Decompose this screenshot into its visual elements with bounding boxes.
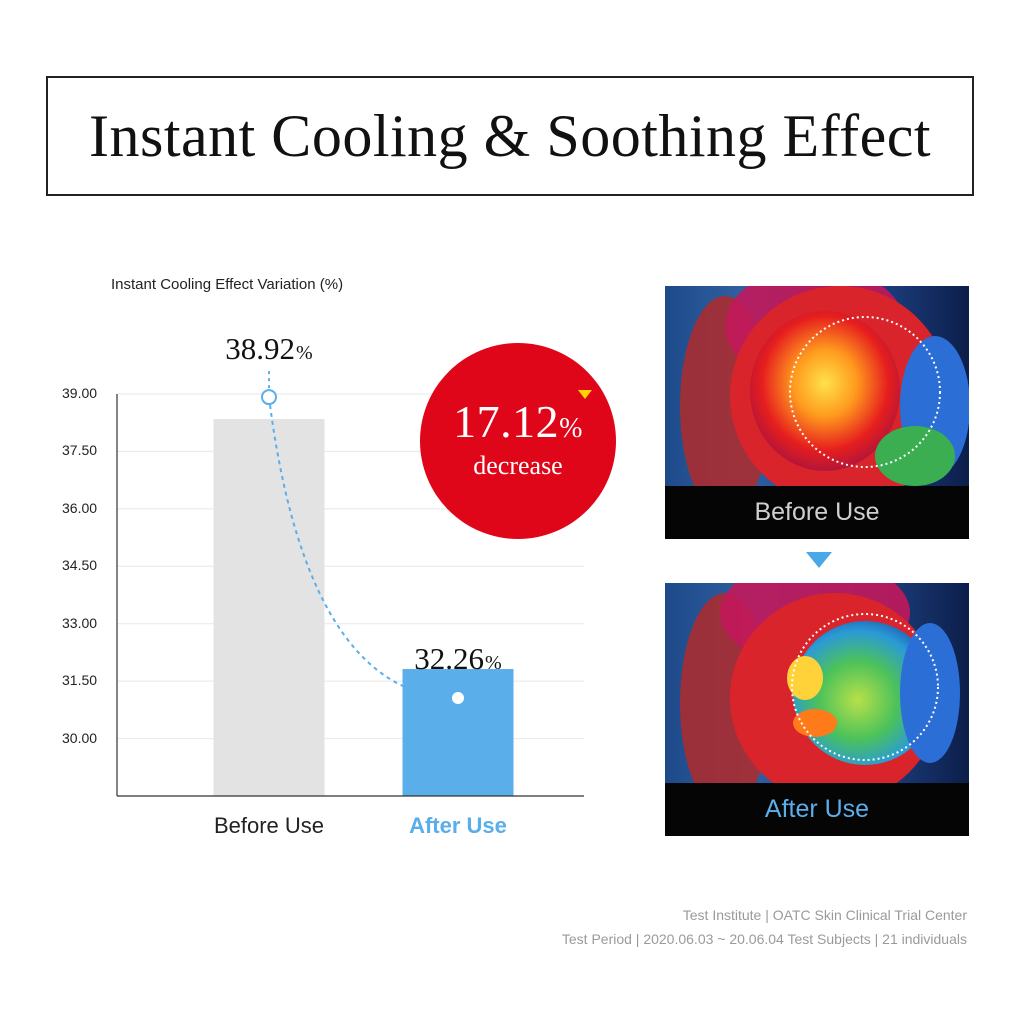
- data-point-after: [450, 690, 466, 707]
- bar-layer: [213, 419, 514, 796]
- value-label-before: 38.92%: [225, 331, 312, 367]
- y-tick-label: 30.00: [62, 729, 98, 746]
- thermal-image-before: Before Use: [665, 286, 969, 539]
- y-tick-label: 37.50: [62, 442, 98, 459]
- decrease-badge: 17.12% decrease: [420, 343, 616, 539]
- thermal-caption-before: Before Use: [665, 486, 969, 539]
- footnote-period: Test Period | 2020.06.03 ~ 20.06.04 Test…: [561, 931, 967, 947]
- badge-label: decrease: [473, 451, 563, 480]
- value-before: 38.92: [225, 331, 296, 367]
- badge-unit: %: [559, 413, 583, 444]
- category-label-after: After Use: [409, 813, 507, 838]
- thermal-face-after-icon: [665, 583, 969, 783]
- down-arrow-icon: [806, 552, 832, 568]
- thermal-face-before-icon: [665, 286, 969, 486]
- value-before-unit: %: [296, 342, 313, 365]
- page-title: Instant Cooling & Soothing Effect: [89, 102, 931, 169]
- y-tick-label: 31.50: [62, 672, 98, 689]
- y-tick-label: 39.00: [62, 385, 98, 401]
- value-label-after: 32.26%: [414, 641, 501, 677]
- badge-value: 17.12: [453, 396, 560, 447]
- thermal-image-after: After Use: [665, 583, 969, 836]
- y-tick-label: 33.00: [62, 614, 98, 631]
- data-point-before: [261, 389, 277, 406]
- curve-layer: [261, 371, 513, 707]
- y-tick-label: 34.50: [62, 557, 98, 574]
- badge-value-line: 17.12%: [420, 395, 616, 448]
- value-after-unit: %: [485, 652, 502, 675]
- category-label-before: Before Use: [213, 813, 325, 838]
- value-after: 32.26: [414, 641, 485, 677]
- bar-after: [402, 669, 514, 796]
- y-tick-label: 36.00: [62, 499, 98, 516]
- axis-layer: [116, 394, 584, 797]
- trend-curve: [268, 396, 513, 700]
- down-triangle-icon: [578, 390, 592, 399]
- footnote-institute: Test Institute | OATC Skin Clinical Tria…: [682, 907, 967, 923]
- bar-before: [213, 419, 325, 796]
- thermal-caption-after: After Use: [665, 783, 969, 836]
- title-box: Instant Cooling & Soothing Effect: [46, 76, 974, 196]
- chart-axis-label: Instant Cooling Effect Variation (%): [111, 276, 344, 293]
